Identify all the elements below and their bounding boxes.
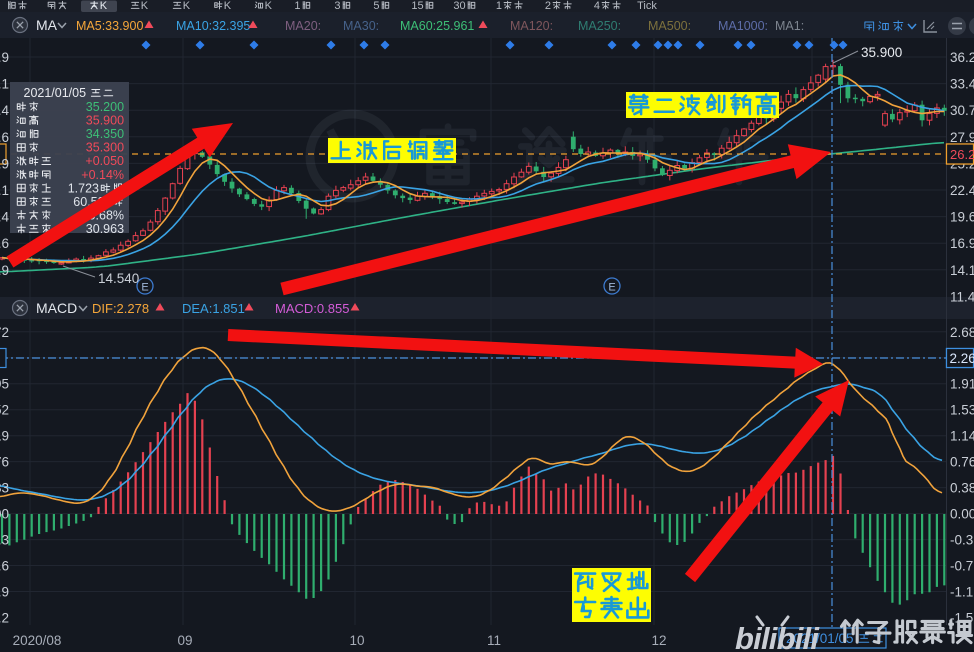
svg-text:MA500:: MA500: [648,19,691,33]
svg-text:0.76: 0.76 [0,455,9,470]
svg-text:11.4: 11.4 [950,289,974,304]
svg-text:1.19: 1.19 [0,429,9,444]
svg-text:bilibili: bilibili [735,621,820,652]
svg-text:MA20:: MA20: [285,19,321,33]
svg-text:16.9: 16.9 [950,236,974,251]
svg-text:-0.9: -0.9 [0,585,9,600]
svg-text:2.72: 2.72 [0,325,9,340]
svg-text:34.350: 34.350 [86,127,124,141]
svg-text:27.6: 27.6 [0,130,9,145]
svg-text:14.540: 14.540 [98,271,139,286]
svg-text:-0.3: -0.3 [0,533,9,548]
svg-text:13.9: 13.9 [0,263,9,278]
svg-text:26.2: 26.2 [950,147,974,162]
svg-text:MA1000:: MA1000: [718,19,768,33]
svg-text:1: 1 [496,0,502,12]
svg-text:2: 2 [545,0,551,12]
svg-text:09: 09 [177,633,192,648]
svg-text:MACD:0.855: MACD:0.855 [275,301,349,316]
svg-text:-1.2: -1.2 [0,610,9,625]
svg-text:Tick: Tick [637,0,657,12]
svg-text:2.68: 2.68 [950,325,974,340]
svg-text:MA250:: MA250: [578,19,621,33]
svg-text:30.7: 30.7 [950,103,974,118]
svg-text:1.91: 1.91 [950,377,974,392]
svg-text:MA60:25.961: MA60:25.961 [400,19,474,33]
svg-text:2021/01/05: 2021/01/05 [24,86,87,100]
svg-text:K: K [183,0,191,12]
svg-text:MA10:32.395: MA10:32.395 [176,19,250,33]
svg-text:-0.7: -0.7 [950,559,973,574]
svg-text:35.900: 35.900 [86,114,124,128]
svg-text:19.6: 19.6 [950,210,974,225]
svg-text:36.2: 36.2 [950,50,974,65]
svg-text:1.53: 1.53 [950,403,974,418]
svg-text:E: E [608,282,615,294]
svg-text:-1.1: -1.1 [950,585,973,600]
svg-text:1.14: 1.14 [950,429,974,444]
svg-text:0.38: 0.38 [950,481,974,496]
svg-text:30.4: 30.4 [0,103,9,118]
svg-text:DEA:1.851: DEA:1.851 [182,301,245,316]
svg-text:15: 15 [411,0,423,12]
svg-text:33.4: 33.4 [950,77,974,92]
svg-text:DIF:2.278: DIF:2.278 [92,301,149,316]
svg-text:0.33: 0.33 [0,481,9,496]
svg-text:0.76: 0.76 [950,455,974,470]
svg-text:-0.3: -0.3 [950,533,973,548]
svg-text:30: 30 [453,0,465,12]
svg-text:MA5:33.900: MA5:33.900 [76,19,143,33]
svg-text:35.300: 35.300 [86,141,124,155]
svg-text:14.1: 14.1 [950,263,974,278]
svg-text:+0.14%: +0.14% [81,168,124,182]
svg-text:2021/01/05: 2021/01/05 [786,631,854,646]
svg-text:33.1: 33.1 [0,77,9,92]
svg-text:MACD: MACD [36,300,77,316]
svg-text:2020/08: 2020/08 [13,633,62,648]
svg-text:K: K [224,0,232,12]
svg-text:MA30:: MA30: [343,19,379,33]
svg-text:35.900: 35.900 [861,45,902,60]
svg-text:1.95: 1.95 [0,377,9,392]
svg-text:+0.050: +0.050 [85,154,124,168]
svg-text:-0.6: -0.6 [0,559,9,574]
svg-text:4: 4 [594,0,600,12]
svg-text:0.00: 0.00 [950,507,974,522]
svg-text:2.26: 2.26 [950,351,974,366]
svg-text:K: K [141,0,149,12]
svg-text:1.723: 1.723 [68,181,99,195]
svg-text:E: E [141,282,148,294]
svg-text:MA120:: MA120: [510,19,553,33]
svg-text:30.963: 30.963 [86,222,124,236]
svg-text:3: 3 [334,0,340,12]
svg-text:K: K [265,0,273,12]
svg-text:MA1:: MA1: [775,19,804,33]
svg-text:16.6: 16.6 [0,236,9,251]
svg-text:22.1: 22.1 [0,183,9,198]
svg-text:24.9: 24.9 [0,156,9,171]
svg-text:11: 11 [487,633,501,648]
svg-text:19.4: 19.4 [0,210,9,225]
svg-text:12: 12 [651,633,666,648]
svg-text:1.52: 1.52 [0,403,9,418]
svg-text:35.9: 35.9 [0,50,9,65]
svg-text:5: 5 [373,0,379,12]
svg-text:0.00: 0.00 [0,507,9,522]
svg-text:22.4: 22.4 [950,183,974,198]
svg-text:1: 1 [294,0,300,12]
svg-text:27.9: 27.9 [950,130,974,145]
svg-text:MA: MA [36,17,58,33]
svg-text:35.200: 35.200 [86,100,124,114]
svg-text:K: K [100,0,108,12]
svg-text:10: 10 [349,633,364,648]
